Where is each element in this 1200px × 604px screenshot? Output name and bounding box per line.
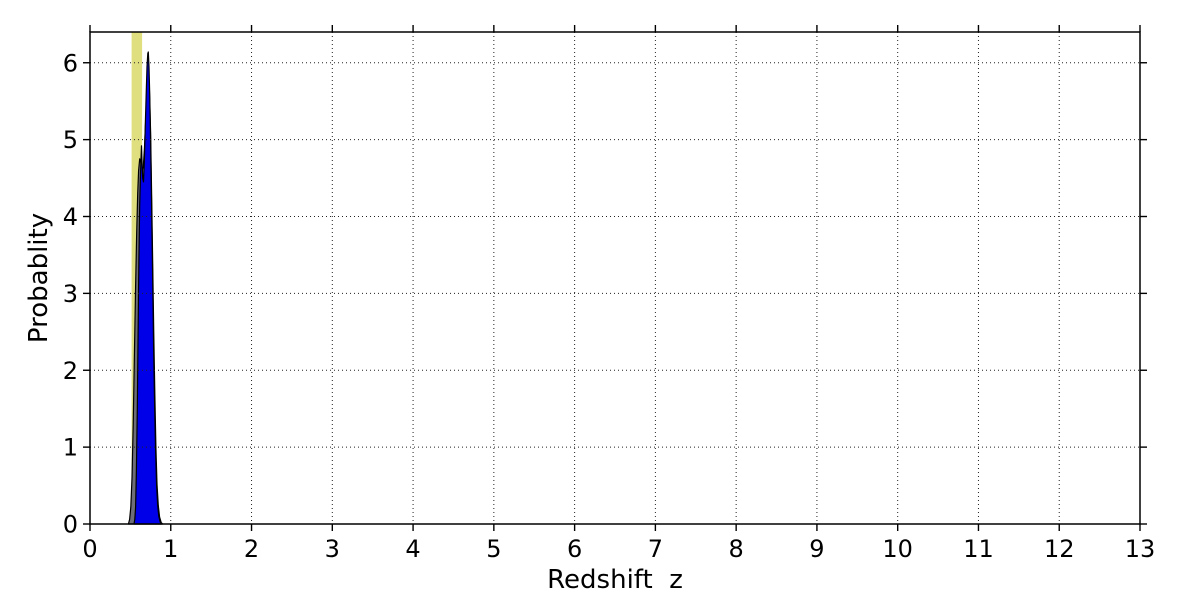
- y-axis-label: Probablity: [24, 213, 54, 343]
- x-tick-label: 12: [1044, 535, 1075, 563]
- y-tick-label: 6: [63, 49, 78, 77]
- y-tick-labels: 0 1 2 3 4 5 6: [63, 49, 78, 538]
- y-tick-label: 4: [63, 203, 78, 231]
- plot-frame: [89, 31, 1141, 525]
- x-axis-label: Redshift z: [547, 565, 683, 595]
- x-tick-label: 10: [882, 535, 913, 563]
- x-tick-label: 1: [163, 535, 178, 563]
- x-tick-label: 13: [1125, 535, 1156, 563]
- x-tick-label: 8: [729, 535, 744, 563]
- x-tick-label: 6: [567, 535, 582, 563]
- tick-marks: [83, 25, 1147, 531]
- primary-distribution-area: [133, 51, 163, 525]
- x-tick-label: 0: [82, 535, 97, 563]
- x-tick-labels: 0 1 2 3 4 5 6 7 8 9 10 11 12 13: [82, 535, 1155, 563]
- x-tick-label: 4: [405, 535, 420, 563]
- grid-lines: [90, 32, 1140, 524]
- x-tick-label: 7: [648, 535, 663, 563]
- x-tick-label: 11: [963, 535, 994, 563]
- y-tick-label: 1: [63, 434, 78, 462]
- x-tick-label: 2: [244, 535, 259, 563]
- x-tick-label: 5: [486, 535, 501, 563]
- y-tick-label: 0: [63, 511, 78, 539]
- x-tick-label: 9: [809, 535, 824, 563]
- y-tick-label: 2: [63, 357, 78, 385]
- y-tick-label: 3: [63, 280, 78, 308]
- x-tick-label: 3: [325, 535, 340, 563]
- y-tick-label: 5: [63, 126, 78, 154]
